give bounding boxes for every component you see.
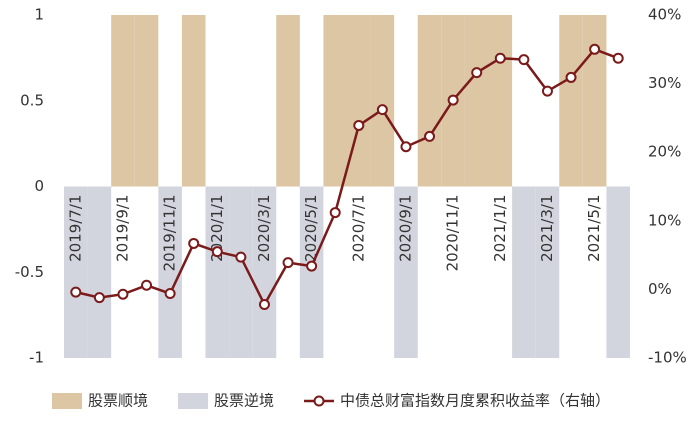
- x-tick-label: 2021/3/1: [538, 195, 556, 262]
- bar: [347, 15, 371, 187]
- legend-marker: [313, 395, 325, 407]
- line-marker: [447, 94, 459, 106]
- legend-label: 中债总财富指数月度累积收益率（右轴）: [340, 392, 610, 410]
- line-marker: [306, 260, 318, 272]
- bar: [606, 186, 630, 358]
- legend-swatch: [178, 393, 209, 409]
- y2-tick-label: 40%: [648, 6, 681, 24]
- line-marker: [494, 52, 506, 64]
- line-marker: [612, 52, 624, 64]
- bar: [488, 15, 513, 187]
- line-marker: [376, 104, 388, 116]
- x-tick-label: 2019/9/1: [113, 195, 131, 262]
- bar: [394, 186, 418, 358]
- y2-tick-label: 10%: [648, 211, 681, 229]
- bar: [181, 15, 206, 187]
- y-tick-label: -1: [29, 349, 44, 367]
- bar: [252, 186, 277, 358]
- bar: [370, 15, 395, 187]
- legend-label: 股票逆境: [214, 392, 274, 410]
- bar: [111, 15, 135, 187]
- x-tick-label: 2021/1/1: [491, 195, 509, 262]
- line-marker: [188, 237, 200, 249]
- legend-label: 股票顺境: [88, 392, 148, 410]
- bar: [417, 15, 442, 187]
- x-tick-label: 2019/7/1: [66, 195, 84, 262]
- y-tick-label: -0.5: [15, 263, 44, 281]
- line-marker: [589, 43, 601, 55]
- x-tick-label: 2020/11/1: [444, 195, 462, 272]
- x-tick-label: 2020/9/1: [396, 195, 414, 262]
- bar: [87, 186, 112, 358]
- line-marker: [565, 71, 577, 83]
- line-marker: [93, 292, 105, 304]
- bar: [582, 15, 607, 187]
- y2-tick-label: 0%: [648, 280, 672, 298]
- line-marker: [70, 286, 82, 298]
- bar: [158, 186, 182, 358]
- line-marker: [235, 251, 247, 263]
- bar: [134, 15, 159, 187]
- legend-swatch: [52, 393, 82, 409]
- line-marker: [211, 246, 223, 258]
- x-tick-label: 2020/7/1: [349, 195, 367, 262]
- line-marker: [117, 288, 129, 300]
- bar: [559, 15, 583, 187]
- bar: [512, 186, 536, 358]
- x-tick-label: 2020/3/1: [255, 195, 273, 262]
- line-marker: [164, 288, 176, 300]
- x-tick-label: 2021/5/1: [585, 195, 603, 262]
- line-marker: [141, 279, 153, 291]
- y2-tick-label: -10%: [648, 349, 687, 367]
- y-tick-label: 0.5: [20, 91, 44, 109]
- bar: [205, 186, 230, 358]
- bar: [229, 186, 253, 358]
- bar: [276, 15, 300, 187]
- bar: [64, 186, 88, 358]
- x-tick-label: 2019/11/1: [161, 195, 179, 272]
- y2-tick-label: 20%: [648, 143, 681, 161]
- x-tick-label: 2020/5/1: [302, 195, 320, 262]
- line-marker: [258, 298, 270, 310]
- bar: [299, 186, 324, 358]
- x-tick-label: 2020/1/1: [208, 195, 226, 262]
- line-marker: [541, 85, 553, 97]
- line-marker: [518, 54, 530, 66]
- line-marker: [424, 130, 436, 142]
- line-marker: [282, 257, 294, 269]
- bar: [464, 15, 489, 187]
- line-marker: [400, 141, 412, 153]
- line-marker: [353, 119, 365, 131]
- line-marker: [329, 207, 341, 219]
- y-tick-label: 1: [34, 6, 44, 24]
- line-marker: [471, 67, 483, 79]
- bar: [323, 15, 347, 187]
- bar: [535, 186, 560, 358]
- y-tick-label: 0: [34, 177, 44, 195]
- y2-tick-label: 30%: [648, 74, 681, 92]
